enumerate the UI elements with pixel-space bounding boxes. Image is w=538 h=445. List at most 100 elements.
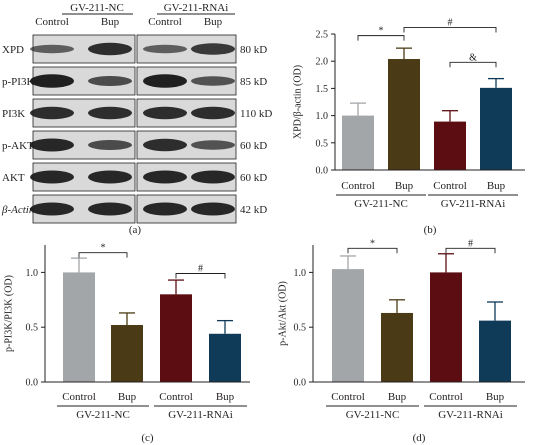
blot-band [88,170,132,184]
chart-b-bars [342,59,512,170]
x-category-label: Control [341,180,375,192]
x-group-label: GV-211-NC [354,198,408,210]
chart-c-y-label: p-PI3K/PI3K (OD) [3,275,14,352]
chart-d-y-label: p-Akt/Akt (OD) [277,281,288,346]
blot-band [191,43,235,55]
blot-lane-label-0: Control [35,16,69,28]
blot-band [191,106,235,120]
significance-marker: * [101,243,106,254]
blot-band [30,106,74,120]
blot-band [88,140,132,150]
blot-protein-label: PI3K [2,108,25,120]
x-category-label: Bup [487,180,506,192]
bar [388,59,420,170]
blot-band [88,76,132,86]
chart-d: 0.00.51.0 * # p-Akt/Akt (OD) Control Bup Co… [277,238,525,444]
chart-d-error-bars [340,253,503,321]
chart-b-x-labels: Control Bup Control Bup GV-211-NC GV-211-RNAi [336,180,518,210]
significance-bracket [347,247,398,254]
blot-row: PI3K 110 kD [2,98,272,128]
significance-bracket [403,27,497,33]
chart-c-x-labels: Control Bup Control Bup GV-211-NC GV-211-RNAi [57,391,247,421]
significance-bracket [175,273,226,279]
blot-group-label-0: GV-211-NC [70,2,124,14]
chart-b-y-ticks: 0.0 0.5 1.0 1.5 2.0 2.5 [316,30,335,177]
chart-c-y-ticks: 0.0 0.5 1.0 [26,268,45,389]
bar [209,333,241,382]
blot-row: p-AKT 60 kD [2,130,267,160]
chart-c-bars [63,272,241,382]
y-tick-label: 1.0 [26,268,39,279]
bar [111,325,143,382]
significance-marker: & [469,52,477,63]
x-category-label: Bup [395,180,414,192]
blot-row: β-Actin 42 kD [1,194,267,224]
bar [480,87,512,170]
blot-band [143,74,187,88]
x-group-label: GV-211-NC [76,409,130,421]
bar [434,121,466,170]
chart-c: 0.00.51.0 *# p-PI3K/PI3K (OD) Control Bup… [3,243,250,444]
y-tick-label: 0.0 [316,166,329,177]
bar [332,269,364,382]
blot-band [191,170,235,184]
blot-band [143,106,187,120]
y-tick-label: 1.0 [316,111,329,122]
blot-weight-label: 80 kD [240,44,267,56]
chart-c-annotations: *# [78,243,226,279]
chart-d-y-ticks: 0.0 0.5 1.0 [294,268,313,389]
blot-band [88,202,132,216]
x-group-label: GV-211-RNAi [438,409,503,421]
blot-lane-label-1: Bup [101,16,120,28]
bar [479,320,511,382]
x-category-label: Control [331,391,365,403]
y-tick-label: 1.0 [294,268,307,279]
blot-weight-label: 110 kD [240,108,272,120]
blot-row: XPD 80 kD [2,34,267,64]
x-group-label: GV-211-RNAi [441,198,506,210]
x-category-label: Bup [486,391,505,403]
chart-d-panel-label: (d) [413,432,426,444]
y-tick-label: 0.5 [316,138,329,149]
significance-marker: # [198,263,203,274]
chart-b-y-label: XPD/β-actin (OD) [292,65,303,139]
blot-band [88,42,132,56]
y-tick-label: 0.5 [294,323,307,334]
blot-band [143,170,187,184]
significance-bracket [445,247,496,254]
significance-bracket [449,61,497,68]
chart-d-annotations: * # [347,238,496,254]
chart-b-annotations: * # & [357,17,497,68]
chart-d-bars [332,269,511,382]
blot-weight-label: 60 kD [240,172,267,184]
bar [430,272,462,382]
blot-band [88,106,132,120]
blot-band [191,140,235,150]
x-category-label: Control [429,391,463,403]
western-blot-panel: GV-211-NC GV-211-RNAi Control Bup Contro… [1,2,272,236]
blot-row: AKT 60 kD [2,162,267,192]
significance-marker: * [379,26,384,37]
blot-band [30,202,74,216]
blot-band [30,44,74,54]
blot-protein-label: p-AKT [2,140,34,152]
y-tick-label: 2.5 [316,30,329,41]
chart-c-panel-label: (c) [141,432,154,444]
blot-protein-label: β-Actin [1,204,35,216]
significance-marker: # [448,17,453,28]
chart-b: 0.00.51.01.52.02.5 *#& XPD/β-actin (OD) … [292,17,525,236]
blot-protein-label: XPD [2,44,24,56]
significance-bracket [78,252,128,258]
blot-panel-label: (a) [129,224,142,236]
blot-band [30,138,74,152]
chart-d-x-labels: Control Bup Control Bup GV-211-NC GV-211-RNAi [326,391,517,421]
blot-lane-label-2: Control [148,16,182,28]
blot-band [143,202,187,216]
x-category-label: Control [433,180,467,192]
blot-protein-label: AKT [2,172,25,184]
x-category-label: Bup [216,391,235,403]
y-tick-label: 0.5 [26,323,39,334]
significance-marker: # [468,238,473,249]
x-category-label: Bup [388,391,407,403]
